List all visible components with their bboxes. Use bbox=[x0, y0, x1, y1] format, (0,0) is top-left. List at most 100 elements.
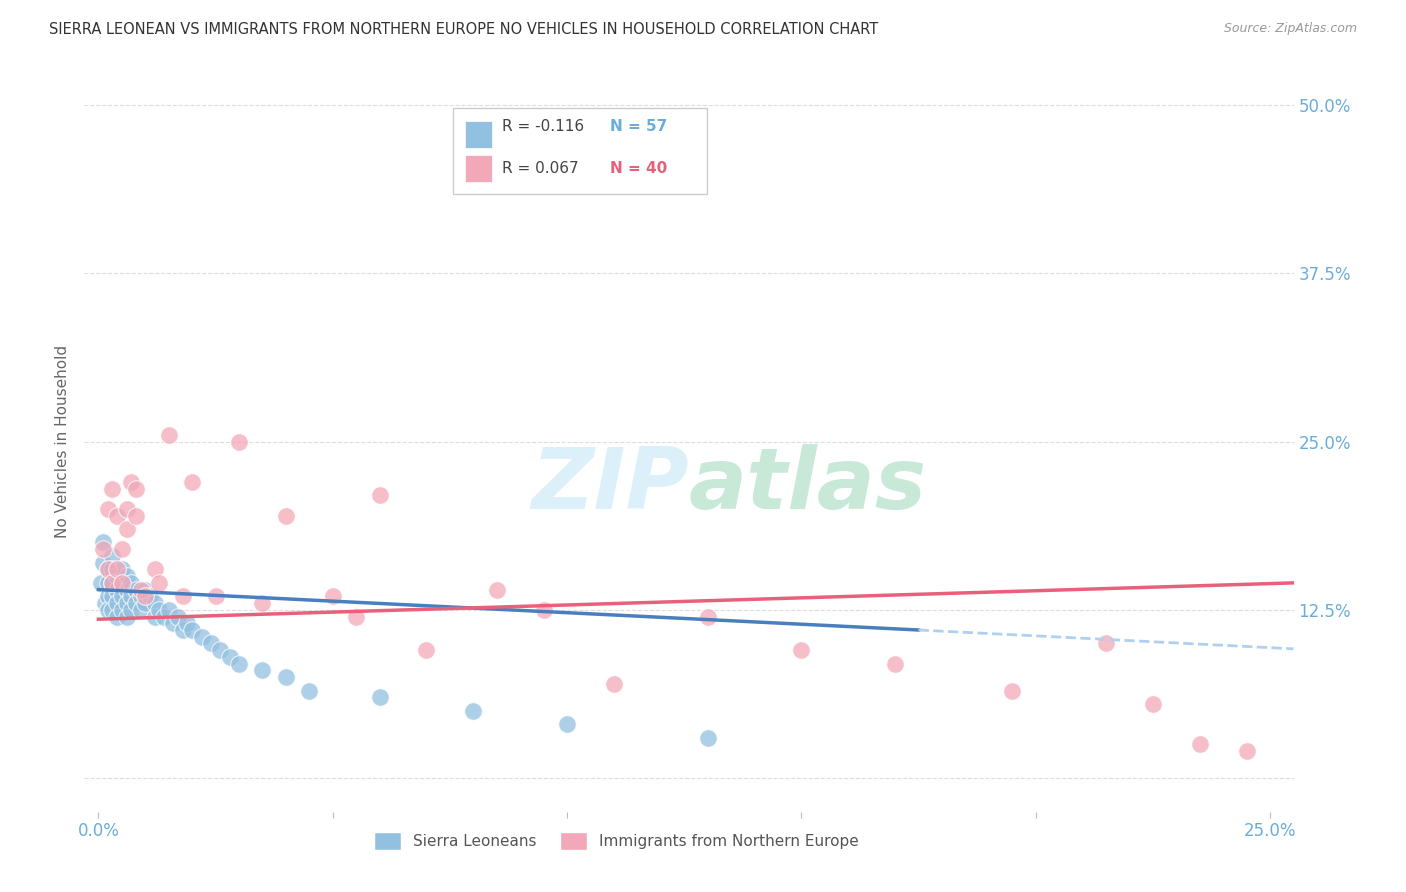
Point bbox=[134, 596, 156, 610]
Point bbox=[134, 590, 156, 604]
Point bbox=[274, 670, 297, 684]
Point bbox=[1142, 697, 1164, 711]
Text: N = 57: N = 57 bbox=[610, 120, 668, 135]
Point bbox=[143, 596, 166, 610]
Point bbox=[252, 596, 274, 610]
Point bbox=[148, 603, 170, 617]
Point bbox=[101, 575, 124, 590]
Point bbox=[143, 562, 166, 576]
Text: ZIP: ZIP bbox=[531, 444, 689, 527]
Point bbox=[129, 603, 152, 617]
Point bbox=[105, 562, 128, 576]
Point bbox=[162, 616, 184, 631]
Point bbox=[153, 609, 176, 624]
Point bbox=[1095, 636, 1118, 650]
Point bbox=[790, 643, 813, 657]
Point bbox=[129, 582, 152, 597]
Point bbox=[101, 482, 124, 496]
Point bbox=[111, 562, 134, 576]
Point bbox=[228, 434, 250, 449]
Point bbox=[181, 623, 204, 637]
Point bbox=[252, 664, 274, 678]
Point bbox=[111, 542, 134, 557]
Point bbox=[125, 508, 148, 523]
Point bbox=[1001, 683, 1024, 698]
Point bbox=[105, 582, 128, 597]
Text: R = -0.116: R = -0.116 bbox=[502, 120, 583, 135]
Point bbox=[1236, 744, 1258, 758]
Point bbox=[115, 569, 138, 583]
Point bbox=[101, 603, 124, 617]
Point bbox=[120, 603, 142, 617]
Point bbox=[120, 575, 142, 590]
Point bbox=[344, 609, 367, 624]
Point bbox=[105, 596, 128, 610]
Point bbox=[97, 562, 120, 576]
Point bbox=[120, 475, 142, 489]
Point bbox=[176, 616, 198, 631]
Point bbox=[696, 731, 718, 745]
Point bbox=[139, 590, 162, 604]
Point bbox=[105, 609, 128, 624]
Point bbox=[143, 609, 166, 624]
Point bbox=[115, 609, 138, 624]
Point bbox=[120, 590, 142, 604]
Point bbox=[157, 603, 180, 617]
Point bbox=[101, 562, 124, 576]
Point bbox=[94, 596, 117, 610]
Text: atlas: atlas bbox=[689, 444, 927, 527]
Point bbox=[97, 562, 120, 576]
Point bbox=[415, 643, 437, 657]
Point bbox=[884, 657, 907, 671]
Point bbox=[555, 717, 578, 731]
Point bbox=[368, 488, 391, 502]
Point bbox=[129, 590, 152, 604]
Point bbox=[90, 575, 112, 590]
Point bbox=[218, 649, 240, 664]
Point bbox=[115, 522, 138, 536]
Point bbox=[298, 683, 321, 698]
Point bbox=[101, 575, 124, 590]
Text: R = 0.067: R = 0.067 bbox=[502, 161, 578, 176]
Point bbox=[228, 657, 250, 671]
Point bbox=[111, 590, 134, 604]
Point bbox=[485, 582, 508, 597]
Point bbox=[101, 549, 124, 563]
Point bbox=[1188, 738, 1211, 752]
Point bbox=[172, 590, 194, 604]
Point bbox=[91, 535, 114, 549]
Point bbox=[91, 542, 114, 557]
Point bbox=[105, 569, 128, 583]
FancyBboxPatch shape bbox=[465, 155, 492, 182]
Point bbox=[105, 508, 128, 523]
FancyBboxPatch shape bbox=[453, 109, 707, 194]
Point bbox=[134, 582, 156, 597]
Point bbox=[322, 590, 344, 604]
Point bbox=[115, 582, 138, 597]
Point bbox=[125, 482, 148, 496]
Point bbox=[148, 575, 170, 590]
Point bbox=[115, 501, 138, 516]
Point bbox=[97, 575, 120, 590]
Point bbox=[125, 596, 148, 610]
Point bbox=[97, 603, 120, 617]
Text: SIERRA LEONEAN VS IMMIGRANTS FROM NORTHERN EUROPE NO VEHICLES IN HOUSEHOLD CORRE: SIERRA LEONEAN VS IMMIGRANTS FROM NORTHE… bbox=[49, 22, 879, 37]
Point bbox=[533, 603, 555, 617]
Point bbox=[111, 575, 134, 590]
Point bbox=[167, 609, 190, 624]
Text: Source: ZipAtlas.com: Source: ZipAtlas.com bbox=[1223, 22, 1357, 36]
Point bbox=[97, 590, 120, 604]
Point bbox=[101, 590, 124, 604]
Point bbox=[368, 690, 391, 705]
Point bbox=[190, 630, 212, 644]
Point bbox=[97, 501, 120, 516]
Point bbox=[111, 575, 134, 590]
Y-axis label: No Vehicles in Household: No Vehicles in Household bbox=[55, 345, 70, 538]
Text: N = 40: N = 40 bbox=[610, 161, 668, 176]
Point bbox=[209, 643, 232, 657]
Point bbox=[111, 603, 134, 617]
Point bbox=[157, 427, 180, 442]
Point bbox=[463, 704, 485, 718]
Point bbox=[696, 609, 718, 624]
Point bbox=[181, 475, 204, 489]
